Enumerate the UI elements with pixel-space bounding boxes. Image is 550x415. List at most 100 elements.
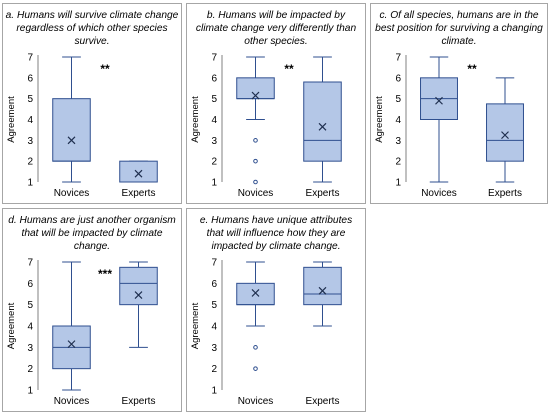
y-tick-label: 6	[395, 73, 401, 84]
y-tick-label: 2	[27, 364, 33, 375]
mean-marker	[318, 122, 327, 131]
y-tick-label: 7	[211, 53, 217, 64]
mean-marker	[67, 136, 76, 145]
mean-marker	[67, 340, 76, 349]
x-category-label: Experts	[488, 188, 522, 199]
iqr-box	[52, 98, 91, 162]
chart-title-line: that will be impacted by climate	[22, 228, 163, 239]
outlier-point	[253, 366, 258, 371]
y-axis-label: Agreement	[190, 96, 201, 143]
chart-title-line: a. Humans will survive climate change	[6, 10, 179, 21]
y-tick-label: 3	[27, 343, 33, 354]
iqr-box	[303, 266, 342, 306]
x-category-label: Experts	[306, 188, 340, 199]
chart-title-line: c. Of all species, humans are in the	[379, 10, 538, 21]
iqr-box	[486, 103, 524, 162]
box-experts	[486, 77, 524, 183]
y-tick-label: 6	[211, 73, 217, 84]
mean-marker	[435, 96, 443, 105]
y-tick-label: 2	[395, 157, 401, 168]
x-category-label: Experts	[306, 396, 340, 407]
y-tick-label: 4	[395, 115, 401, 126]
y-tick-label: 4	[211, 322, 217, 333]
box-novices	[236, 56, 275, 185]
outlier-point	[253, 138, 258, 143]
chart-title-line: d. Humans are just another organism	[8, 215, 176, 226]
mean-marker	[134, 169, 143, 178]
significance-label: **	[467, 62, 477, 76]
box-experts	[303, 56, 342, 183]
x-category-label: Novices	[54, 396, 90, 407]
chart-title-line: change.	[74, 241, 110, 252]
outlier-point	[253, 179, 258, 185]
chart-title-line: regardless of which other species	[16, 23, 167, 34]
chart-panel-e: e. Humans have unique attributes that wil…	[186, 208, 366, 412]
box-novices	[420, 56, 458, 183]
y-tick-label: 1	[27, 386, 33, 397]
y-axis-label: Agreement	[374, 96, 385, 143]
x-category-label: Experts	[122, 396, 156, 407]
y-tick-label: 6	[27, 73, 33, 84]
outlier-point	[253, 345, 258, 350]
mean-marker	[251, 91, 260, 100]
y-tick-label: 4	[27, 115, 33, 126]
y-tick-label: 5	[395, 94, 401, 105]
y-tick-label: 5	[211, 300, 217, 311]
x-category-label: Novices	[54, 188, 90, 199]
box-novices	[236, 261, 275, 371]
y-tick-label: 5	[211, 94, 217, 105]
mean-marker	[251, 289, 260, 297]
chart-title-line: survive.	[74, 36, 109, 47]
mean-marker	[501, 131, 509, 140]
y-axis-label: Agreement	[6, 302, 17, 349]
chart-title-line: other species.	[244, 36, 307, 47]
panel-border	[2, 208, 182, 412]
significance-label: ***	[98, 267, 112, 281]
y-tick-label: 7	[211, 258, 217, 269]
y-tick-label: 3	[211, 343, 217, 354]
box-experts	[303, 261, 342, 327]
outlier-point	[253, 158, 258, 164]
iqr-box	[119, 160, 158, 183]
chart-panel-c: c. Of all species, humans are in the best…	[370, 3, 548, 204]
y-tick-label: 1	[211, 178, 217, 189]
chart-title-line: that will influence how they are	[207, 228, 346, 239]
y-tick-label: 3	[395, 136, 401, 147]
y-tick-label: 1	[27, 178, 33, 189]
chart-title-line: climate.	[441, 36, 476, 47]
box-experts	[119, 261, 158, 348]
panel-border	[186, 208, 366, 412]
x-category-label: Novices	[421, 188, 457, 199]
chart-panel-a: a. Humans will survive climate change reg…	[2, 3, 182, 204]
y-axis-label: Agreement	[6, 96, 17, 143]
significance-label: **	[284, 62, 294, 76]
chart-panel-b: b. Humans will be impacted by climate cha…	[186, 3, 366, 204]
chart-title-line: e. Humans have unique attributes	[200, 215, 352, 226]
y-tick-label: 3	[27, 136, 33, 147]
chart-title-line: b. Humans will be impacted by	[207, 10, 346, 21]
y-tick-label: 1	[211, 386, 217, 397]
y-tick-label: 6	[27, 279, 33, 290]
y-tick-label: 3	[211, 136, 217, 147]
y-tick-label: 7	[27, 258, 33, 269]
chart-panel-d: d. Humans are just another organism that …	[2, 208, 182, 412]
box-novices	[52, 56, 91, 183]
x-category-label: Novices	[238, 188, 274, 199]
mean-marker	[134, 291, 143, 299]
chart-title-line: best position for surviving a changing	[375, 23, 543, 34]
chart-title-line: climate change very differently than	[196, 23, 357, 34]
y-tick-label: 2	[211, 157, 217, 168]
y-tick-label: 1	[395, 178, 401, 189]
y-tick-label: 7	[27, 53, 33, 64]
y-tick-label: 2	[211, 364, 217, 375]
y-tick-label: 7	[395, 53, 401, 64]
y-tick-label: 2	[27, 157, 33, 168]
y-tick-label: 4	[27, 322, 33, 333]
iqr-box	[303, 81, 342, 162]
iqr-box	[236, 282, 275, 306]
significance-label: **	[100, 62, 110, 76]
x-category-label: Experts	[122, 188, 156, 199]
y-tick-label: 4	[211, 115, 217, 126]
x-category-label: Novices	[238, 396, 274, 407]
